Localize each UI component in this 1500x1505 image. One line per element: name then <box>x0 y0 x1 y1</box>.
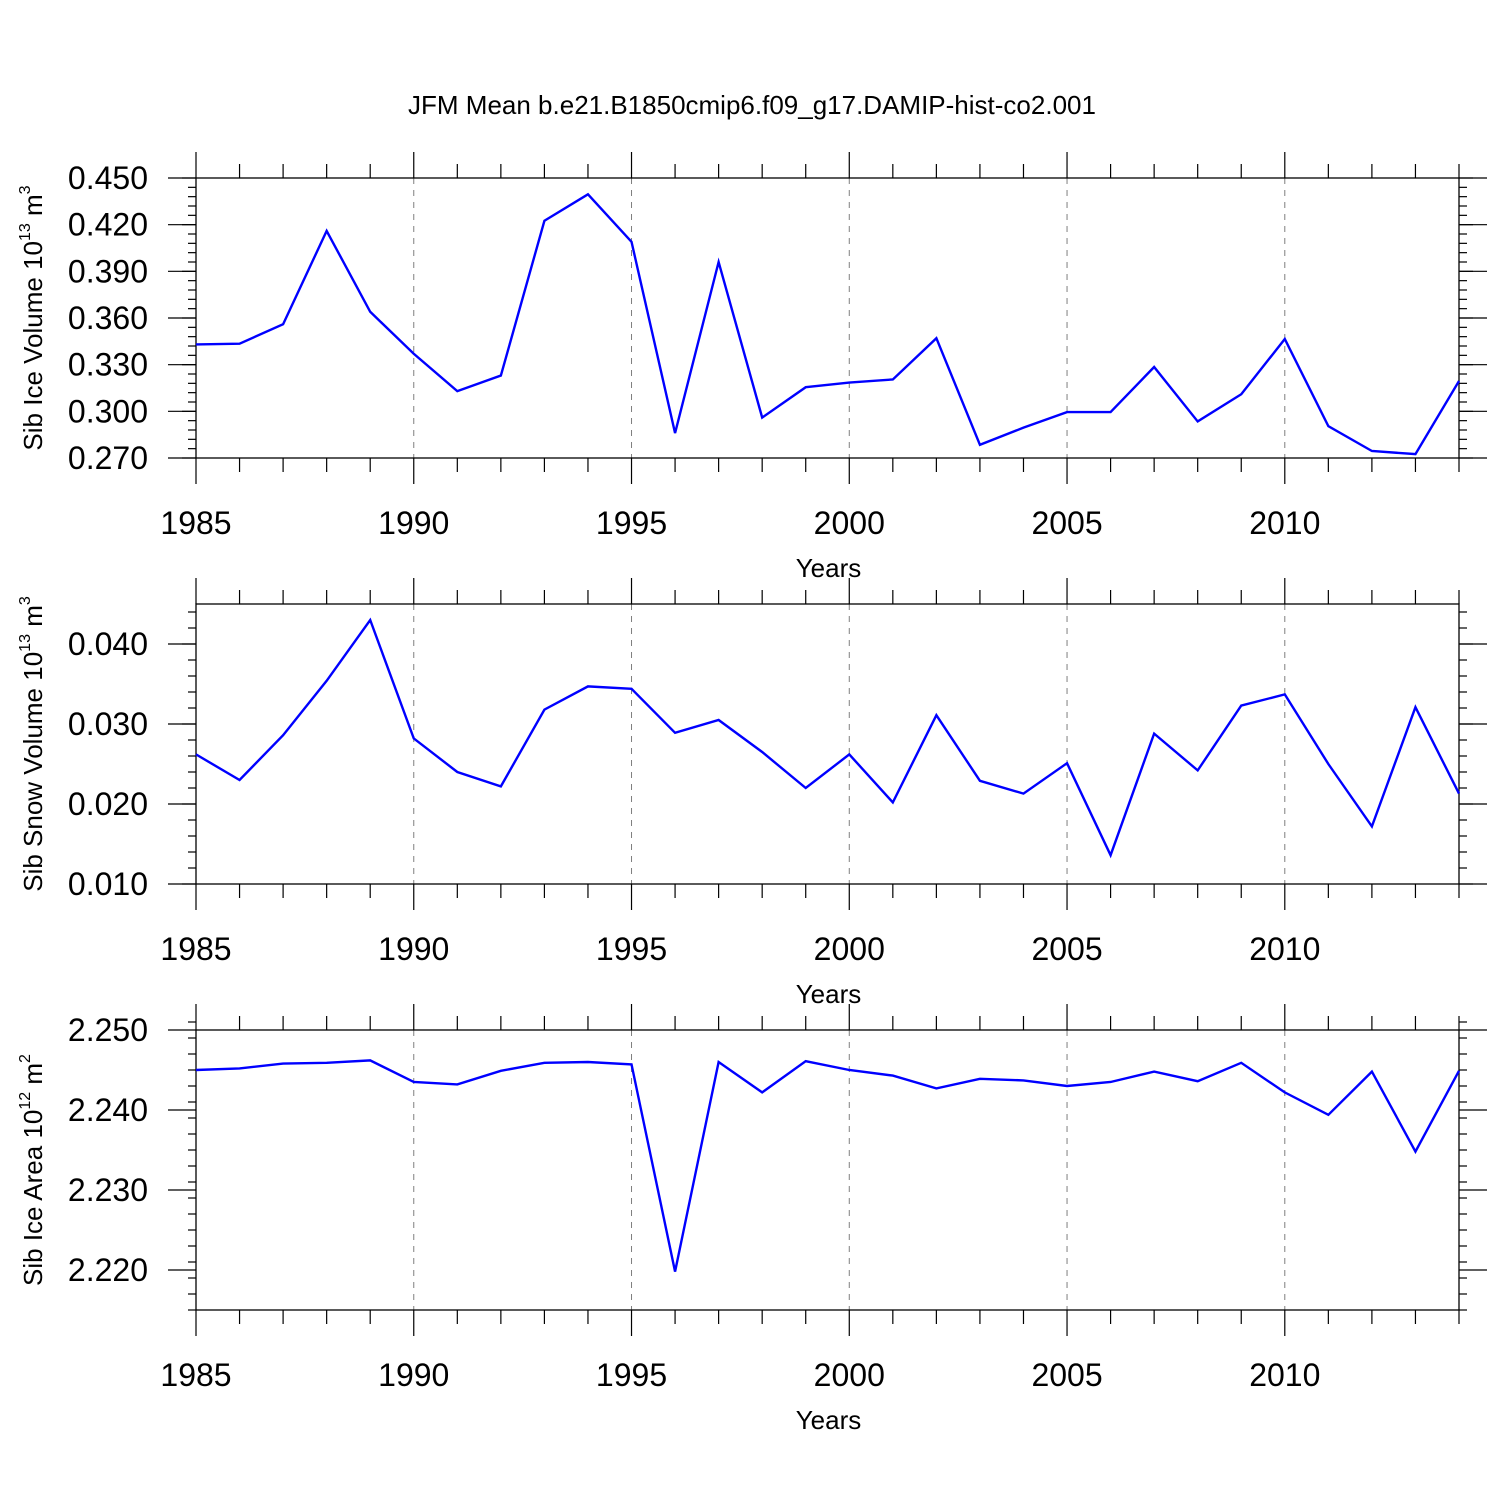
y-axis-label-base: Sib Ice Volume 10 <box>18 241 48 451</box>
y-tick-label: 0.040 <box>68 626 148 662</box>
y-axis-label: Sib Ice Area 1012 m2 <box>17 1054 48 1286</box>
x-tick-label: 1995 <box>596 505 667 541</box>
y-tick-label: 0.330 <box>68 347 148 383</box>
x-tick-label: 2005 <box>1031 931 1102 967</box>
x-tick-label: 1995 <box>596 1357 667 1393</box>
y-axis-label-unit-exp: 3 <box>17 596 34 605</box>
x-axis-label: Years <box>796 979 862 1009</box>
x-tick-label: 2005 <box>1031 1357 1102 1393</box>
y-axis-label-unit: m <box>18 194 48 223</box>
y-tick-label: 2.240 <box>68 1092 148 1128</box>
x-tick-label: 2010 <box>1249 505 1320 541</box>
x-tick-label: 1985 <box>160 1357 231 1393</box>
y-axis-label-unit-exp: 3 <box>17 185 34 194</box>
y-axis-label-unit-exp: 2 <box>17 1054 34 1063</box>
x-tick-label: 2005 <box>1031 505 1102 541</box>
y-tick-label: 2.250 <box>68 1012 148 1048</box>
y-axis-label-exp: 13 <box>17 223 34 241</box>
x-axis-label: Years <box>796 1405 862 1435</box>
y-tick-label: 0.010 <box>68 866 148 902</box>
y-tick-label: 0.360 <box>68 300 148 336</box>
x-axis-label: Years <box>796 553 862 583</box>
y-axis-label-unit: m <box>18 1063 48 1092</box>
x-tick-label: 1990 <box>378 931 449 967</box>
figure-title: JFM Mean b.e21.B1850cmip6.f09_g17.DAMIP-… <box>408 90 1096 120</box>
x-tick-label: 2000 <box>814 505 885 541</box>
y-tick-label: 0.270 <box>68 440 148 476</box>
y-tick-label: 0.020 <box>68 786 148 822</box>
y-tick-label: 0.420 <box>68 207 148 243</box>
y-tick-label: 2.220 <box>68 1252 148 1288</box>
y-axis-label-exp: 12 <box>17 1092 34 1110</box>
y-axis-label-base: Sib Ice Area 10 <box>18 1110 48 1286</box>
y-tick-label: 0.390 <box>68 253 148 289</box>
y-tick-label: 0.300 <box>68 393 148 429</box>
x-tick-label: 1985 <box>160 931 231 967</box>
y-axis-label-exp: 13 <box>17 634 34 652</box>
x-tick-label: 1985 <box>160 505 231 541</box>
y-tick-label: 0.030 <box>68 706 148 742</box>
x-tick-label: 2010 <box>1249 931 1320 967</box>
x-tick-label: 2000 <box>814 931 885 967</box>
x-tick-label: 1995 <box>596 931 667 967</box>
y-tick-label: 0.450 <box>68 160 148 196</box>
x-tick-label: 1990 <box>378 505 449 541</box>
y-axis-label-base: Sib Snow Volume 10 <box>18 652 48 892</box>
x-tick-label: 1990 <box>378 1357 449 1393</box>
y-tick-label: 2.230 <box>68 1172 148 1208</box>
x-tick-label: 2000 <box>814 1357 885 1393</box>
y-axis-label-unit: m <box>18 605 48 634</box>
x-tick-label: 2010 <box>1249 1357 1320 1393</box>
